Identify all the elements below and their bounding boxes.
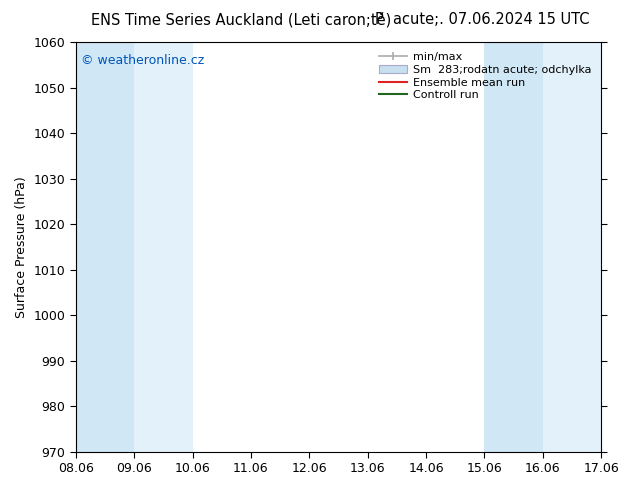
Legend: min/max, Sm  283;rodatn acute; odchylka, Ensemble mean run, Controll run: min/max, Sm 283;rodatn acute; odchylka, …: [375, 48, 595, 105]
Y-axis label: Surface Pressure (hPa): Surface Pressure (hPa): [15, 176, 28, 318]
Text: © weatheronline.cz: © weatheronline.cz: [81, 54, 204, 67]
Bar: [134, 42, 193, 452]
Text: P  acute;. 07.06.2024 15 UTC: P acute;. 07.06.2024 15 UTC: [375, 12, 589, 27]
Text: ENS Time Series Auckland (Leti caron;tě): ENS Time Series Auckland (Leti caron;tě): [91, 12, 391, 28]
Bar: [484, 42, 543, 452]
Bar: [76, 42, 134, 452]
Bar: [543, 42, 601, 452]
